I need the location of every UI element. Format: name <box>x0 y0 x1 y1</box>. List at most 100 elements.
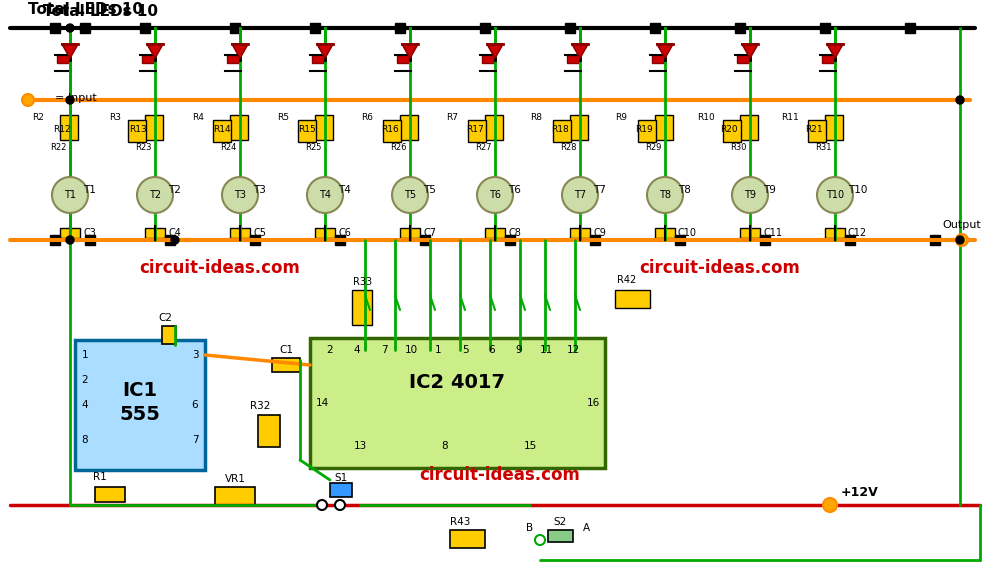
Text: R27: R27 <box>475 143 492 153</box>
Text: 4: 4 <box>82 400 89 410</box>
Bar <box>142 55 154 63</box>
Bar <box>230 228 250 238</box>
Circle shape <box>66 96 74 104</box>
Bar <box>230 115 248 140</box>
Text: R13: R13 <box>130 126 147 135</box>
Circle shape <box>52 177 88 213</box>
Text: 2: 2 <box>82 375 89 385</box>
Text: T3: T3 <box>253 185 266 195</box>
Text: C5: C5 <box>253 228 266 238</box>
Circle shape <box>732 177 768 213</box>
Text: T9: T9 <box>763 185 776 195</box>
Text: R32: R32 <box>250 401 270 411</box>
Text: R43: R43 <box>450 517 471 527</box>
Text: R24: R24 <box>219 143 236 153</box>
Bar <box>553 120 571 142</box>
Bar <box>330 483 352 497</box>
Bar <box>250 235 260 245</box>
Bar <box>145 228 165 238</box>
Bar <box>723 120 741 142</box>
Bar <box>760 235 770 245</box>
Text: A: A <box>582 523 589 533</box>
Text: R2: R2 <box>32 113 44 122</box>
Text: T10: T10 <box>826 190 844 200</box>
Circle shape <box>137 177 173 213</box>
Text: R9: R9 <box>615 113 627 122</box>
Circle shape <box>171 236 179 244</box>
Bar <box>567 55 579 63</box>
Bar <box>740 115 758 140</box>
Text: 4: 4 <box>354 345 360 355</box>
Text: R19: R19 <box>635 126 653 135</box>
Bar <box>310 338 605 468</box>
Bar <box>590 235 600 245</box>
Text: T6: T6 <box>489 190 501 200</box>
Circle shape <box>647 177 683 213</box>
Circle shape <box>222 177 258 213</box>
Bar <box>230 23 240 33</box>
Bar <box>570 228 590 238</box>
Text: S2: S2 <box>553 517 566 527</box>
Text: C1: C1 <box>279 345 293 355</box>
Bar <box>615 290 650 308</box>
Bar <box>825 228 845 238</box>
Text: T1: T1 <box>83 185 96 195</box>
Bar <box>652 55 664 63</box>
Text: R11: R11 <box>781 113 799 122</box>
Text: R10: R10 <box>697 113 715 122</box>
Text: 12: 12 <box>566 345 579 355</box>
Text: R4: R4 <box>192 113 204 122</box>
Bar <box>165 235 175 245</box>
Polygon shape <box>232 44 248 58</box>
Text: 1: 1 <box>82 350 89 360</box>
Text: T7: T7 <box>593 185 606 195</box>
Text: T6: T6 <box>508 185 520 195</box>
Text: R42: R42 <box>617 275 636 285</box>
Text: R31: R31 <box>815 143 831 153</box>
Circle shape <box>817 177 853 213</box>
Bar <box>395 23 405 33</box>
Text: C4: C4 <box>168 228 180 238</box>
Text: T8: T8 <box>678 185 691 195</box>
Bar <box>480 23 490 33</box>
Bar <box>675 235 685 245</box>
Text: C7: C7 <box>423 228 436 238</box>
Text: 11: 11 <box>539 345 552 355</box>
Text: T5: T5 <box>423 185 436 195</box>
Text: C9: C9 <box>593 228 606 238</box>
Text: 2: 2 <box>327 345 333 355</box>
Text: R14: R14 <box>213 126 231 135</box>
Text: 14: 14 <box>315 398 329 408</box>
Text: R33: R33 <box>353 277 372 287</box>
Text: 9: 9 <box>515 345 522 355</box>
Bar <box>650 23 660 33</box>
Text: R15: R15 <box>298 126 316 135</box>
Text: R6: R6 <box>361 113 373 122</box>
Text: R30: R30 <box>730 143 746 153</box>
Circle shape <box>66 24 74 32</box>
Circle shape <box>392 177 428 213</box>
Polygon shape <box>572 44 588 58</box>
Polygon shape <box>487 44 503 58</box>
Bar <box>740 228 760 238</box>
Bar <box>50 23 60 33</box>
Bar <box>845 235 855 245</box>
Text: R12: R12 <box>53 126 71 135</box>
Bar <box>485 115 503 140</box>
Bar <box>298 120 316 142</box>
Polygon shape <box>317 44 333 58</box>
Polygon shape <box>657 44 673 58</box>
Text: 7: 7 <box>381 345 387 355</box>
Text: C12: C12 <box>848 228 867 238</box>
Text: T4: T4 <box>338 185 351 195</box>
Bar <box>565 23 575 33</box>
Bar <box>258 415 280 447</box>
Text: 3: 3 <box>191 350 198 360</box>
Bar <box>145 115 163 140</box>
Polygon shape <box>827 44 843 58</box>
Text: R3: R3 <box>109 113 121 122</box>
Text: = Input: = Input <box>55 93 97 103</box>
Text: 8: 8 <box>442 441 449 451</box>
Text: R22: R22 <box>50 143 66 153</box>
Circle shape <box>317 500 327 510</box>
